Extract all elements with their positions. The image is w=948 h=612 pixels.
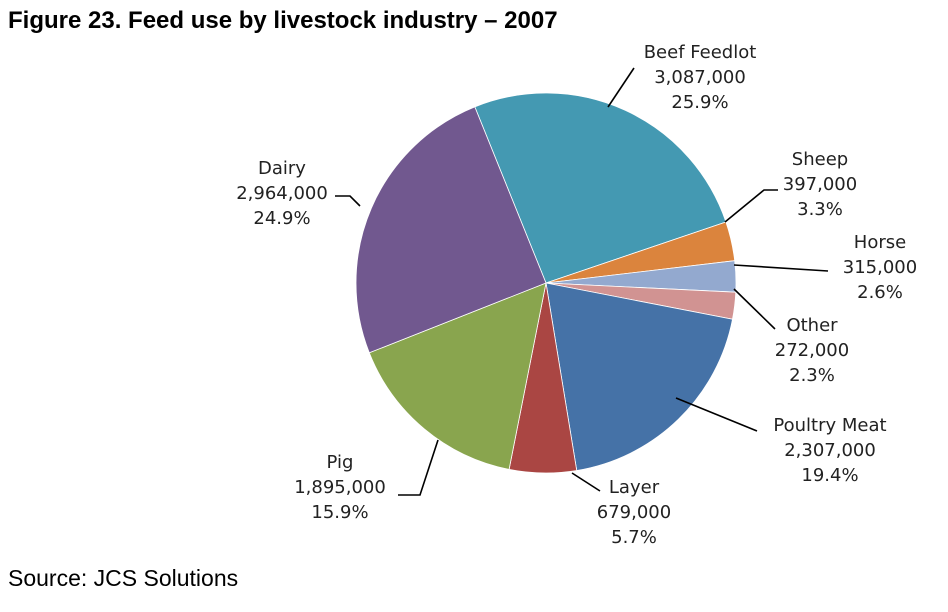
slice-percent-other: 2.3% <box>789 365 835 386</box>
pie-slice-dairy <box>355 106 547 354</box>
slice-value-dairy: 2,964,000 <box>236 183 328 204</box>
leader-line-layer <box>571 472 601 492</box>
leader-line-dairy <box>335 195 361 207</box>
slice-value-beef-feedlot: 3,087,000 <box>654 67 746 88</box>
slice-value-pig: 1,895,000 <box>294 477 386 498</box>
slice-percent-beef-feedlot: 25.9% <box>671 92 728 113</box>
slice-name-horse: Horse <box>854 232 906 253</box>
chart-title: Figure 23. Feed use by livestock industr… <box>8 7 558 34</box>
slice-name-pig: Pig <box>327 452 354 473</box>
slice-percent-sheep: 3.3% <box>797 199 843 220</box>
leader-line-poultry-meat <box>675 397 758 432</box>
slice-percent-pig: 15.9% <box>311 502 368 523</box>
slice-value-other: 272,000 <box>775 340 849 361</box>
slice-value-horse: 315,000 <box>843 257 917 278</box>
leader-line-pig <box>398 439 439 496</box>
slice-labels: Beef Feedlot 3,087,000 25.9% Sheep 397,000 3.… <box>236 42 917 548</box>
slice-name-poultry-meat: Poultry Meat <box>773 415 886 436</box>
leader-line-horse <box>733 264 829 272</box>
slice-name-layer: Layer <box>609 477 660 498</box>
slice-name-beef-feedlot: Beef Feedlot <box>644 42 757 63</box>
slice-percent-layer: 5.7% <box>611 527 657 548</box>
slice-value-poultry-meat: 2,307,000 <box>784 440 876 461</box>
pie-slice-pig <box>368 282 547 470</box>
slice-name-dairy: Dairy <box>258 158 306 179</box>
slice-percent-horse: 2.6% <box>857 282 903 303</box>
chart-source: Source: JCS Solutions <box>8 565 238 591</box>
slice-name-other: Other <box>786 315 838 336</box>
slice-value-sheep: 397,000 <box>783 174 857 195</box>
leader-line-beef-feedlot <box>607 67 635 108</box>
pie-slice-beef-feedlot <box>474 92 727 284</box>
leader-line-sheep <box>724 189 778 223</box>
pie-slices <box>355 92 737 474</box>
slice-value-layer: 679,000 <box>597 502 671 523</box>
slice-percent-poultry-meat: 19.4% <box>801 465 858 486</box>
leader-lines <box>335 67 829 496</box>
leader-line-other <box>733 288 776 330</box>
slice-percent-dairy: 24.9% <box>253 208 310 229</box>
pie-slice-poultry-meat <box>545 282 733 471</box>
slice-name-sheep: Sheep <box>792 149 848 170</box>
